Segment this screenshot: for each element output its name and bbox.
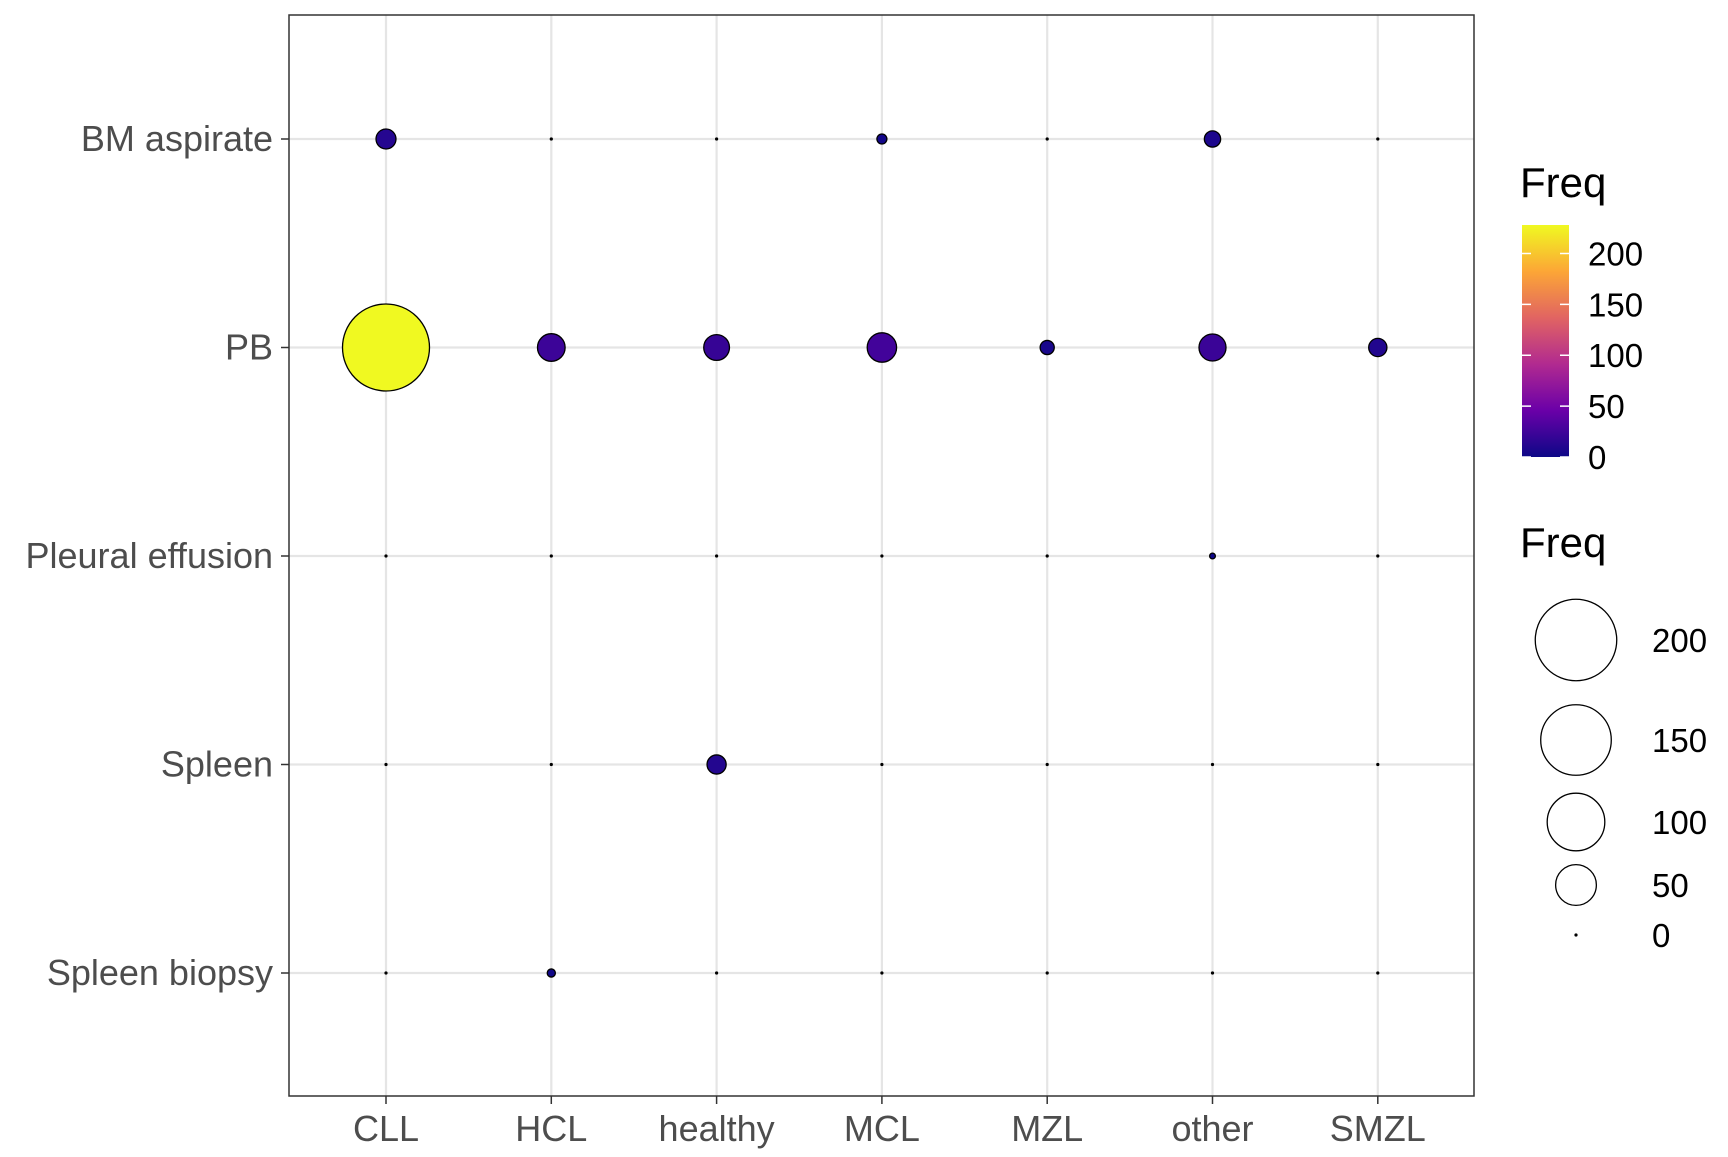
data-point bbox=[375, 128, 397, 150]
y-tick-label: Spleen biopsy bbox=[47, 952, 273, 993]
y-tick-label: BM aspirate bbox=[81, 118, 273, 159]
size-legend-key bbox=[1546, 792, 1606, 852]
y-tick-label: Spleen bbox=[161, 744, 273, 785]
size-legend-label: 50 bbox=[1652, 867, 1689, 904]
data-point bbox=[1376, 554, 1380, 558]
data-point bbox=[384, 554, 388, 558]
axis-layer: CLL HCL healthy MCL MZL other SMZL BM aspirate P… bbox=[26, 118, 1426, 1149]
data-point bbox=[703, 333, 731, 362]
data-point bbox=[536, 333, 566, 362]
data-point bbox=[549, 137, 553, 141]
data-point bbox=[1210, 971, 1215, 975]
data-point bbox=[1203, 130, 1222, 148]
x-tick-label: MZL bbox=[1011, 1108, 1083, 1149]
size-legend-title: Freq bbox=[1520, 519, 1606, 566]
data-point bbox=[1039, 339, 1055, 356]
y-tick-label: Pleural effusion bbox=[26, 535, 274, 576]
color-legend-label: 0 bbox=[1588, 439, 1606, 476]
data-point bbox=[1045, 762, 1049, 767]
size-legend-key bbox=[1534, 598, 1618, 682]
data-point bbox=[1045, 971, 1049, 975]
size-legend-label: 150 bbox=[1652, 722, 1707, 759]
data-point bbox=[1376, 762, 1380, 767]
data-point bbox=[341, 303, 431, 392]
data-point bbox=[549, 554, 553, 558]
data-point bbox=[549, 762, 553, 767]
x-tick-label: other bbox=[1171, 1108, 1253, 1149]
data-point bbox=[880, 971, 884, 975]
y-tick-label: PB bbox=[225, 327, 273, 368]
legend-layer: Freq 0 50 100 150 200 Freq 200 150 100 50 0 bbox=[1520, 159, 1707, 954]
data-point bbox=[880, 762, 884, 767]
data-point bbox=[866, 332, 898, 363]
data-point bbox=[384, 971, 388, 975]
size-legend-label: 0 bbox=[1652, 917, 1670, 954]
data-point bbox=[546, 968, 557, 978]
data-point bbox=[715, 971, 719, 975]
color-legend-label: 150 bbox=[1588, 286, 1643, 323]
size-legend-label: 100 bbox=[1652, 804, 1707, 841]
size-legend-label: 200 bbox=[1652, 622, 1707, 659]
color-bar bbox=[1522, 225, 1569, 457]
points-layer bbox=[341, 128, 1388, 978]
color-legend-label: 100 bbox=[1588, 337, 1643, 374]
data-point bbox=[706, 754, 727, 775]
x-tick-label: CLL bbox=[353, 1108, 419, 1149]
x-tick-label: MCL bbox=[844, 1108, 920, 1149]
data-point bbox=[1376, 971, 1380, 975]
data-point bbox=[880, 554, 884, 558]
size-legend-key bbox=[1554, 863, 1598, 907]
x-tick-label: HCL bbox=[515, 1108, 587, 1149]
size-legend-key bbox=[1540, 704, 1612, 776]
data-point bbox=[1045, 137, 1049, 141]
color-legend-label: 50 bbox=[1588, 388, 1625, 425]
data-point bbox=[715, 137, 719, 141]
data-point bbox=[876, 133, 888, 145]
data-point bbox=[715, 554, 719, 558]
x-tick-label: healthy bbox=[659, 1108, 775, 1149]
data-point bbox=[1208, 552, 1217, 560]
data-point bbox=[1376, 137, 1380, 141]
data-point bbox=[1045, 554, 1049, 558]
data-point bbox=[384, 762, 388, 767]
color-legend-title: Freq bbox=[1520, 159, 1606, 206]
data-point bbox=[1368, 337, 1388, 358]
x-tick-label: SMZL bbox=[1330, 1108, 1426, 1149]
size-legend-key bbox=[1574, 933, 1578, 937]
data-point bbox=[1210, 762, 1215, 767]
data-point bbox=[1198, 333, 1227, 362]
color-legend-label: 200 bbox=[1588, 235, 1643, 272]
